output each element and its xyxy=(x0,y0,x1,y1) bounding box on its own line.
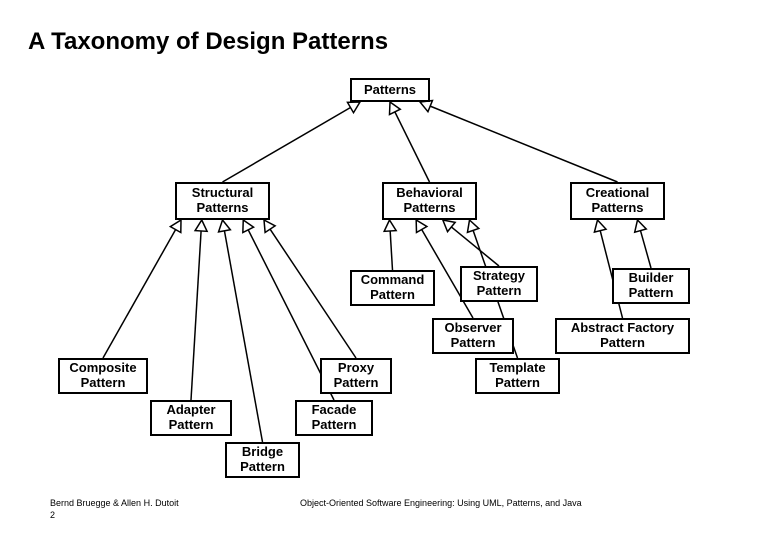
node-strategy: Strategy Pattern xyxy=(460,266,538,302)
node-abstractfactory: Abstract Factory Pattern xyxy=(555,318,690,354)
node-command: Command Pattern xyxy=(350,270,435,306)
footer-page-number: 2 xyxy=(50,510,55,520)
node-observer: Observer Pattern xyxy=(432,318,514,354)
node-composite: Composite Pattern xyxy=(58,358,148,394)
node-structural: Structural Patterns xyxy=(175,182,270,220)
node-behavioral: Behavioral Patterns xyxy=(382,182,477,220)
node-facade: Facade Pattern xyxy=(295,400,373,436)
node-adapter: Adapter Pattern xyxy=(150,400,232,436)
node-bridge: Bridge Pattern xyxy=(225,442,300,478)
footer-book-title: Object-Oriented Software Engineering: Us… xyxy=(300,498,582,508)
node-creational: Creational Patterns xyxy=(570,182,665,220)
node-patterns: Patterns xyxy=(350,78,430,102)
footer-authors: Bernd Bruegge & Allen H. Dutoit xyxy=(50,498,179,508)
node-proxy: Proxy Pattern xyxy=(320,358,392,394)
node-template: Template Pattern xyxy=(475,358,560,394)
node-builder: Builder Pattern xyxy=(612,268,690,304)
